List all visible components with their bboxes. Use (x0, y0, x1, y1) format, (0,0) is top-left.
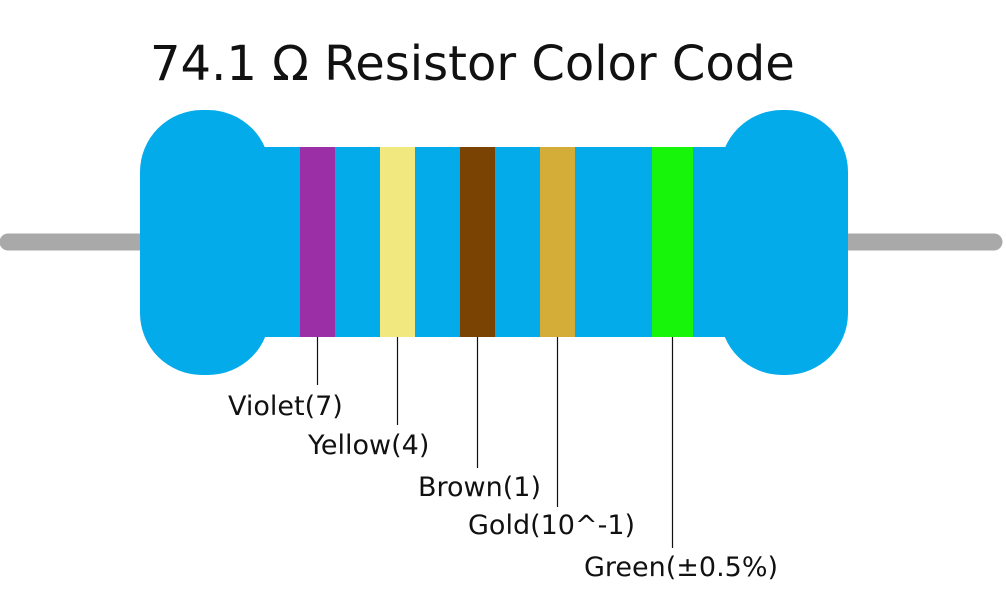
body-end-left (140, 110, 270, 375)
color-band (540, 147, 575, 337)
body-end-right (720, 110, 848, 375)
color-band (380, 147, 415, 337)
band-label: Green(±0.5%) (584, 552, 778, 583)
title: 74.1 Ω Resistor Color Code (150, 36, 795, 92)
band-label: Gold(10^-1) (468, 510, 635, 541)
color-band (652, 147, 693, 337)
color-band (300, 147, 335, 337)
band-label: Brown(1) (418, 472, 541, 503)
band-label: Yellow(4) (307, 430, 429, 461)
color-band (460, 147, 495, 337)
band-label: Violet(7) (228, 391, 343, 422)
